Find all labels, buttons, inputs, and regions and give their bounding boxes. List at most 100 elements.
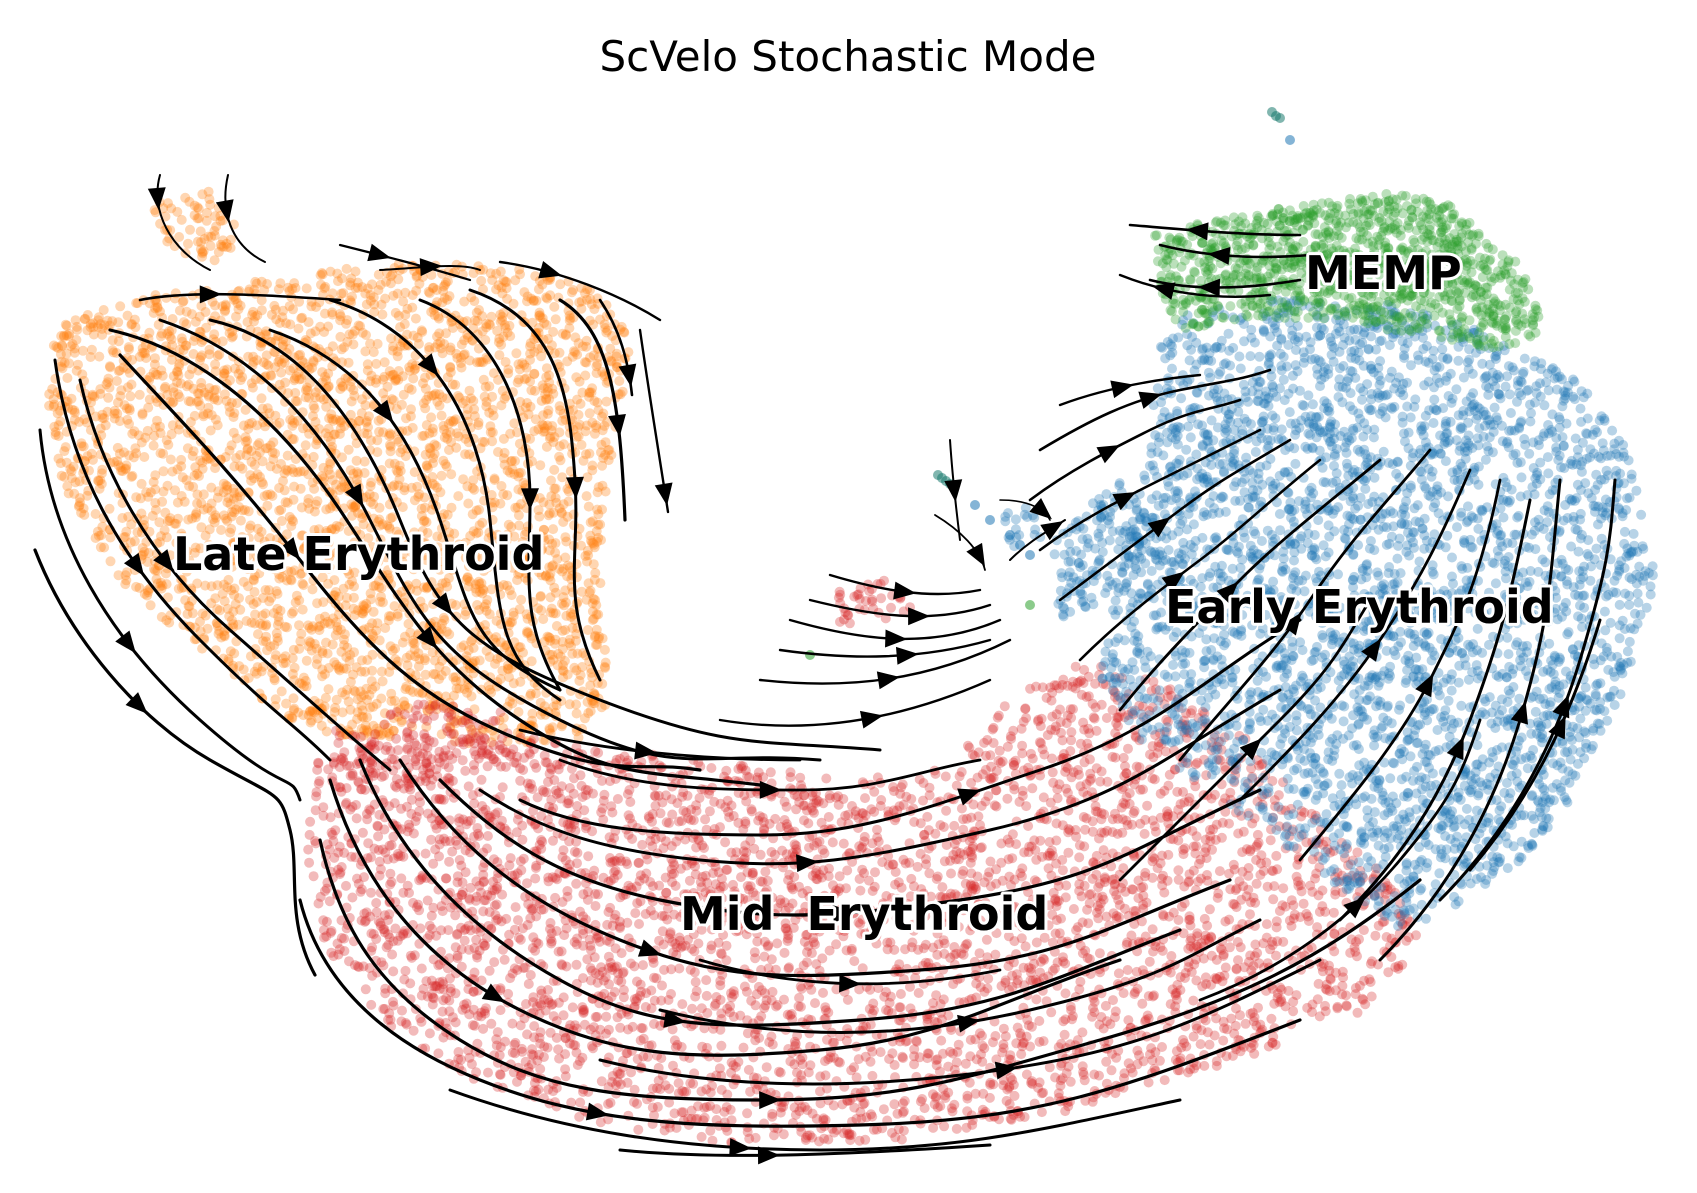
cell-point: [599, 371, 610, 382]
cell-point: [229, 583, 240, 594]
cell-point: [357, 394, 368, 405]
cell-point: [283, 566, 294, 577]
cell-point: [385, 641, 396, 652]
cell-point: [231, 311, 241, 322]
cell-point: [145, 372, 156, 382]
cell-point: [441, 428, 452, 439]
cell-point: [290, 597, 301, 608]
cell-point: [560, 330, 571, 341]
cell-point: [303, 392, 314, 403]
cell-point: [222, 497, 233, 508]
cell-point: [291, 371, 302, 382]
cell-point: [544, 562, 555, 573]
cell-point: [357, 282, 368, 293]
cell-point: [462, 687, 472, 698]
cell-point: [510, 456, 520, 466]
cell-point: [452, 353, 463, 363]
cell-point: [491, 632, 502, 643]
cell-point: [76, 438, 87, 449]
cell-point: [572, 422, 583, 433]
cell-point: [309, 403, 320, 414]
cell-point: [589, 304, 600, 315]
cell-point: [438, 281, 449, 292]
cell-point: [224, 328, 235, 338]
cell-point: [257, 456, 268, 467]
cell-point: [250, 609, 261, 620]
cell-point: [211, 512, 222, 523]
cell-point: [310, 392, 321, 403]
cell-point: [344, 656, 355, 666]
cell-point: [245, 594, 255, 605]
cell-point: [479, 391, 490, 402]
cell-point: [505, 617, 516, 628]
cell-point: [98, 305, 109, 315]
cell-point: [111, 376, 122, 386]
cell-point: [411, 285, 422, 296]
cell-point: [445, 361, 456, 372]
cell-point: [206, 482, 217, 493]
cell-point: [269, 640, 280, 651]
cell-point: [1002, 793, 1013, 804]
cell-point: [951, 1123, 962, 1134]
cell-point: [255, 341, 266, 352]
cell-point: [101, 379, 112, 390]
cell-point: [167, 466, 178, 477]
cell-point: [544, 534, 555, 545]
cell-point: [521, 609, 532, 620]
cell-point: [61, 320, 72, 331]
cell-point: [1110, 752, 1121, 763]
cell-point: [131, 298, 142, 309]
cell-point: [405, 685, 415, 695]
cell-point: [587, 465, 598, 476]
cell-point: [456, 339, 467, 350]
cell-point: [205, 425, 216, 436]
cell-point: [171, 518, 181, 529]
cell-point: [1060, 988, 1071, 999]
cell-point: [857, 963, 868, 974]
cell-point: [451, 442, 462, 453]
cell-point: [289, 565, 300, 576]
cell-point: [497, 288, 508, 299]
cell-point: [802, 957, 812, 968]
cell-point: [298, 466, 309, 477]
cell-point: [536, 351, 547, 362]
cell-point: [367, 665, 378, 676]
cell-point: [369, 491, 380, 502]
cell-point: [152, 303, 163, 313]
cell-point: [548, 507, 559, 518]
cell-point: [376, 583, 387, 593]
cell-point: [541, 363, 552, 374]
cell-point: [194, 388, 205, 399]
cell-point: [427, 427, 438, 438]
cell-point: [287, 669, 298, 679]
cell-point: [289, 481, 300, 492]
cell-point: [544, 377, 555, 388]
cell-point: [599, 661, 610, 672]
cell-point: [196, 350, 207, 361]
cell-point: [340, 689, 351, 700]
cell-point: [297, 530, 308, 541]
cell-point: [424, 1028, 435, 1039]
cell-point: [384, 523, 395, 534]
cell-point: [549, 348, 560, 359]
cell-point: [558, 592, 569, 603]
cell-point: [571, 699, 582, 710]
cell-point: [296, 374, 307, 384]
cell-point: [79, 414, 90, 425]
cell-point: [227, 561, 238, 572]
cell-point: [558, 672, 568, 683]
cell-point: [149, 431, 160, 441]
cell-point: [271, 463, 282, 474]
cell-point: [496, 481, 507, 491]
cell-point: [633, 857, 644, 868]
cell-point: [586, 299, 597, 310]
cell-point: [576, 439, 587, 450]
cell-point: [402, 660, 413, 671]
cell-point: [185, 417, 196, 427]
cell-point: [427, 390, 437, 401]
cell-point: [583, 708, 594, 719]
cell-point: [442, 581, 453, 592]
cell-point: [210, 300, 221, 311]
cell-point: [190, 542, 201, 553]
cell-point: [296, 530, 307, 541]
